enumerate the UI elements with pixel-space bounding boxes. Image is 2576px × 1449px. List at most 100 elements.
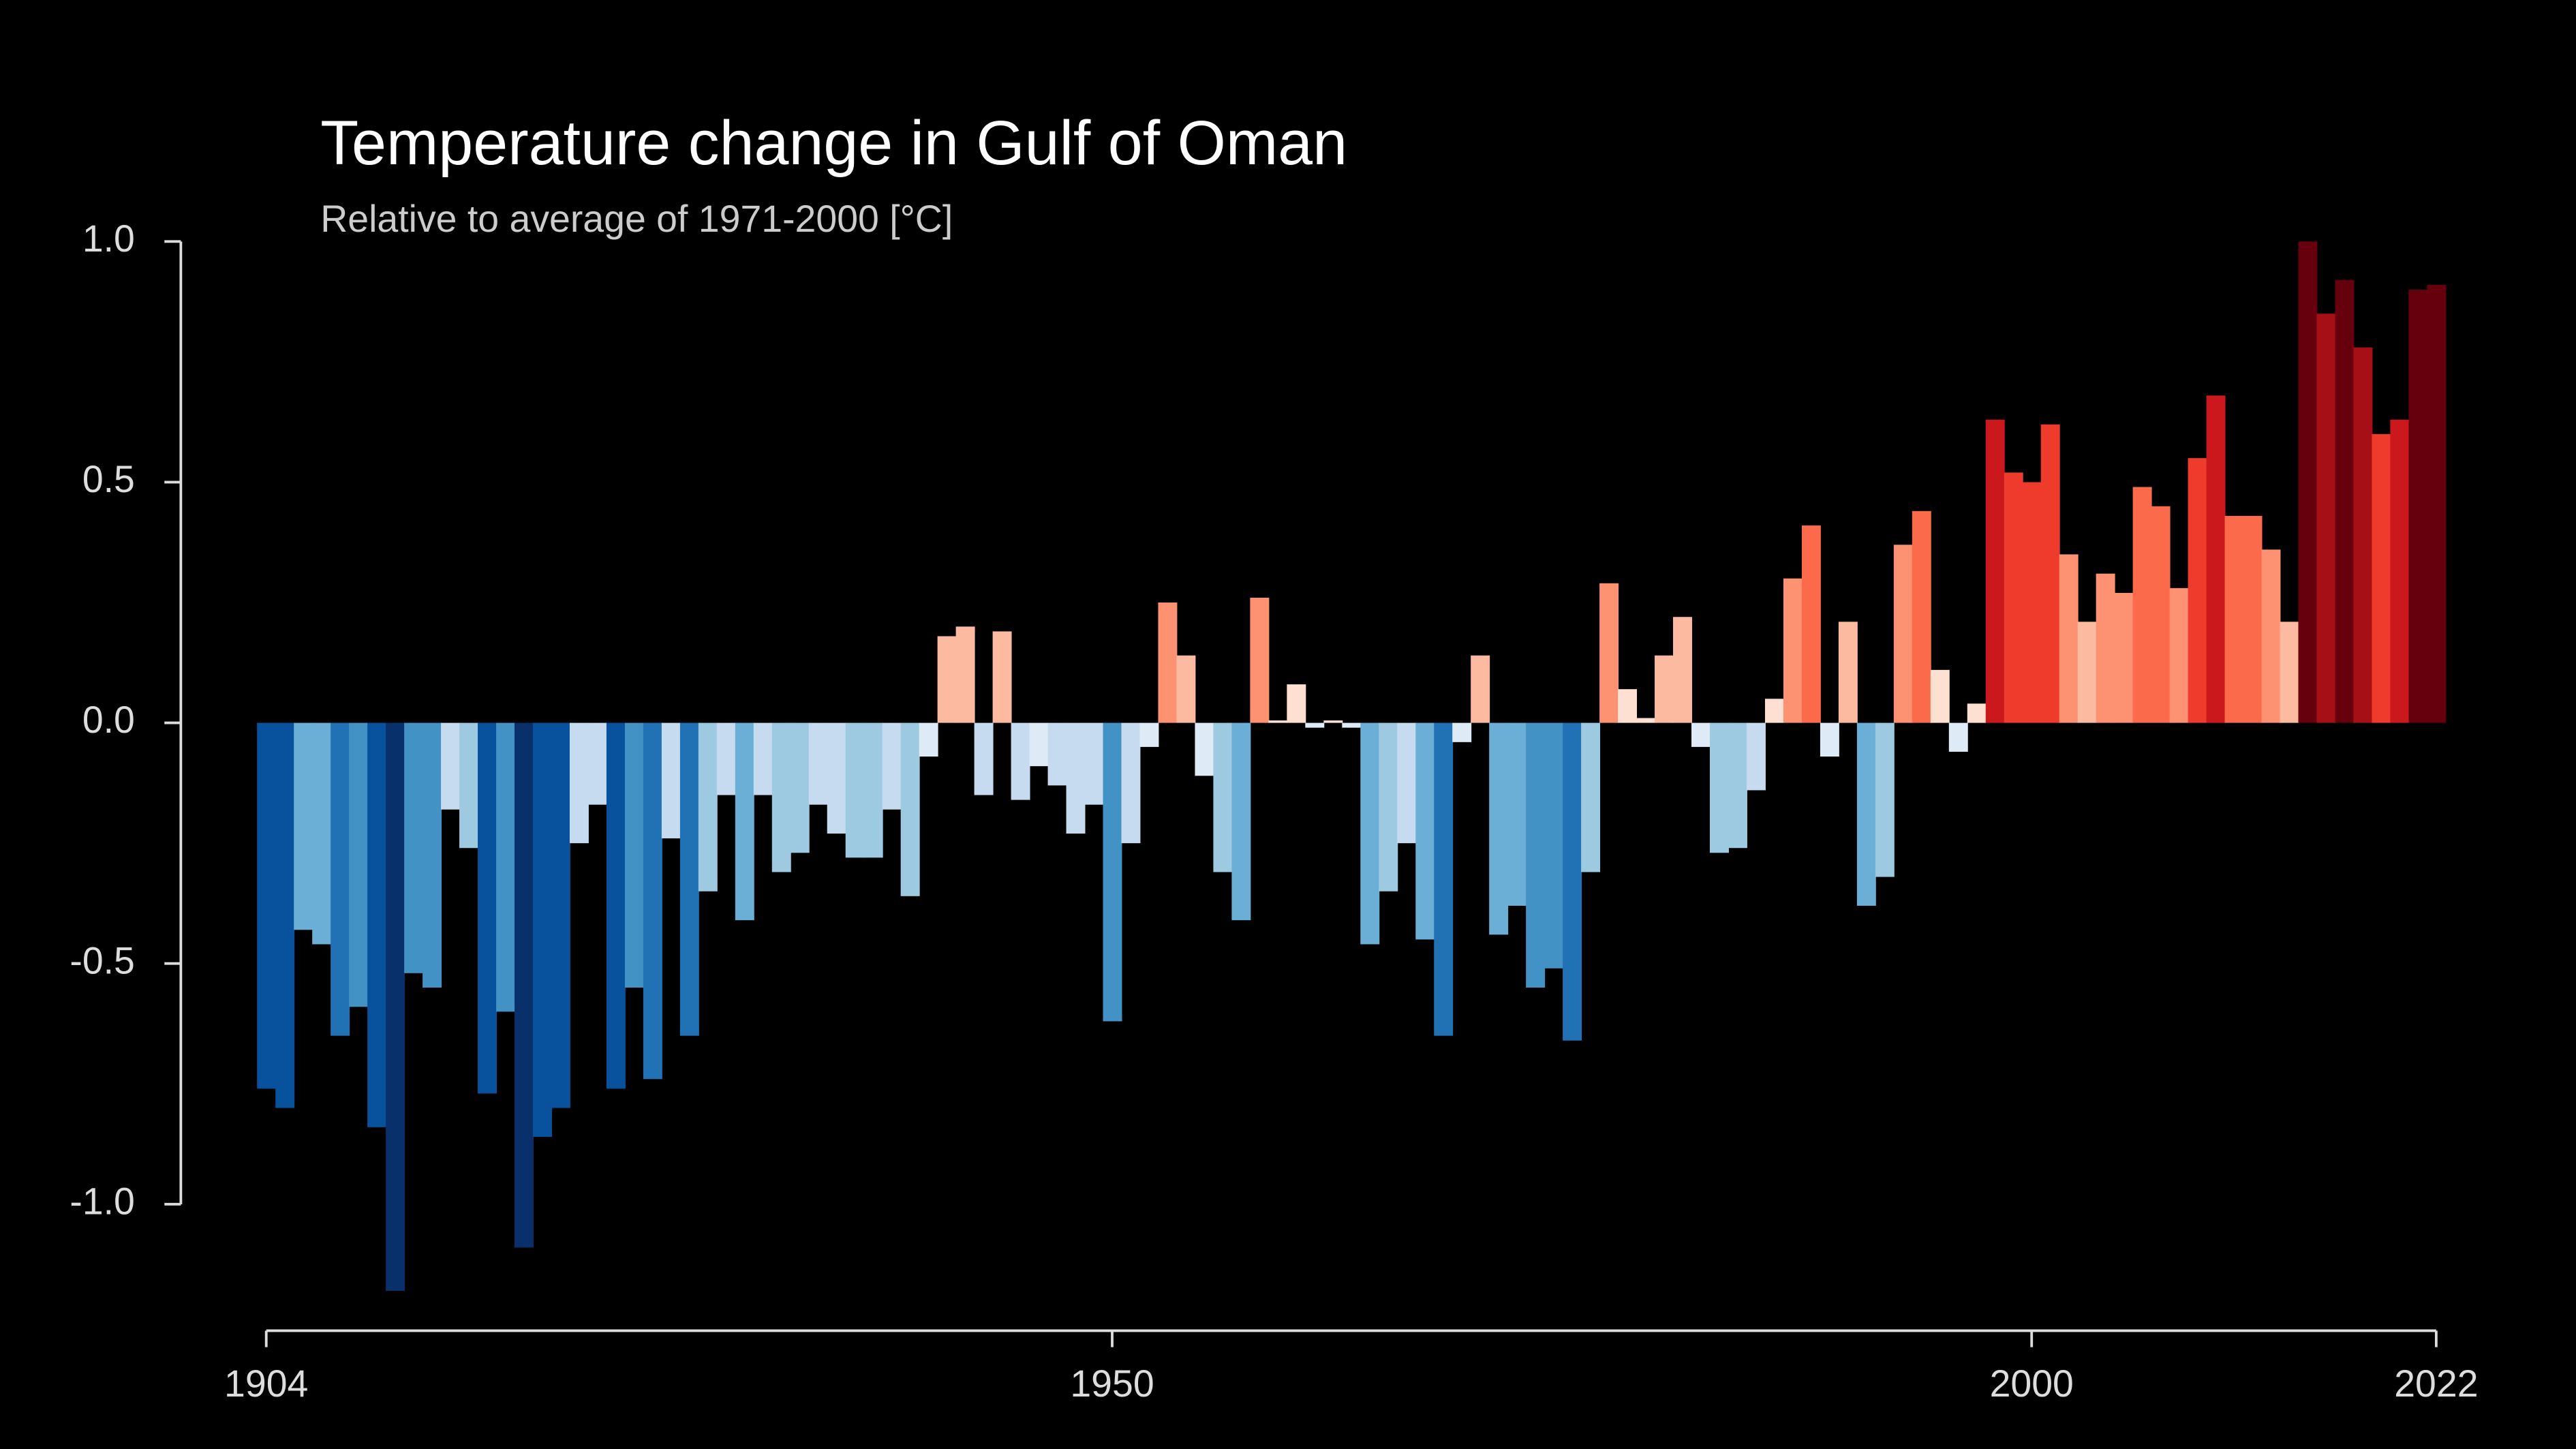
bar xyxy=(955,626,975,723)
bar xyxy=(1452,722,1472,742)
bar xyxy=(1710,722,1729,853)
bar xyxy=(790,722,810,853)
bar xyxy=(919,722,938,757)
bar xyxy=(2206,395,2226,723)
bar xyxy=(294,722,313,930)
bar xyxy=(624,722,644,988)
bar xyxy=(845,722,865,858)
bar xyxy=(1489,722,1509,935)
bar xyxy=(716,722,736,795)
bar xyxy=(1728,722,1747,849)
bar xyxy=(1581,722,1601,872)
bar xyxy=(1893,545,1913,723)
bar xyxy=(349,722,369,1007)
bar xyxy=(1655,655,1674,723)
bar xyxy=(1636,718,1656,723)
bar xyxy=(1471,655,1490,723)
bar xyxy=(1599,583,1619,723)
bar xyxy=(1084,722,1104,805)
bar xyxy=(882,722,902,810)
bar xyxy=(496,722,515,1012)
bar xyxy=(2353,347,2373,723)
bar xyxy=(643,722,662,1080)
bar xyxy=(1801,525,1821,723)
x-tick-label: 1950 xyxy=(1070,1362,1154,1405)
bar xyxy=(386,722,405,1291)
bar xyxy=(2261,549,2281,723)
bar xyxy=(2169,588,2189,723)
y-tick-label: -0.5 xyxy=(70,939,134,981)
bar xyxy=(1195,722,1214,776)
bar xyxy=(1875,722,1895,877)
bar xyxy=(2188,458,2207,723)
bar xyxy=(441,722,461,810)
bar xyxy=(1231,722,1251,921)
y-tick-label: -1.0 xyxy=(70,1180,134,1222)
bar xyxy=(2059,554,2079,723)
bar xyxy=(1691,722,1711,747)
bar xyxy=(900,722,920,896)
bar xyxy=(459,722,478,849)
bar xyxy=(1985,419,2005,723)
bar xyxy=(606,722,626,1089)
bar xyxy=(2114,592,2134,723)
bar xyxy=(515,722,534,1248)
bar xyxy=(2096,573,2115,723)
bar xyxy=(532,722,552,1137)
bar xyxy=(478,722,497,1094)
bar xyxy=(1673,617,1692,723)
bar xyxy=(1360,722,1380,945)
bar xyxy=(827,722,846,834)
bar xyxy=(1948,722,1968,752)
bar xyxy=(679,722,699,1036)
bar xyxy=(1287,684,1306,723)
bar xyxy=(992,631,1012,723)
bar xyxy=(2408,289,2428,723)
bar xyxy=(1250,597,1270,723)
bar xyxy=(2427,284,2447,723)
bar xyxy=(1856,722,1876,906)
y-tick-label: 0.5 xyxy=(82,458,135,500)
bar xyxy=(1838,622,1858,723)
bar xyxy=(1139,722,1159,747)
bar xyxy=(1563,722,1582,1041)
bar xyxy=(1158,603,1178,723)
bar xyxy=(2151,506,2171,723)
bar xyxy=(735,722,754,921)
bar xyxy=(1176,655,1196,723)
bar xyxy=(404,722,424,973)
bar xyxy=(551,722,570,1108)
bar xyxy=(423,722,442,988)
bar xyxy=(2316,314,2336,723)
bar xyxy=(1047,722,1067,786)
bar xyxy=(1507,722,1527,906)
bar xyxy=(2372,433,2391,723)
bar xyxy=(367,722,387,1127)
bar xyxy=(587,722,607,805)
bar xyxy=(1618,689,1638,723)
bar xyxy=(2280,622,2299,723)
bar xyxy=(1342,722,1362,728)
bar xyxy=(2132,487,2152,723)
chart-subtitle: Relative to average of 1971-2000 [°C] xyxy=(320,198,953,240)
x-tick-label: 2000 xyxy=(1990,1362,2074,1405)
bar xyxy=(1764,699,1784,723)
bar xyxy=(1912,510,1931,723)
bar xyxy=(1967,703,1987,723)
bar xyxy=(2040,424,2060,723)
bar xyxy=(2077,622,2097,723)
bar xyxy=(1783,578,1803,723)
bar xyxy=(1213,722,1233,872)
bar xyxy=(1268,720,1288,723)
x-tick-label: 2022 xyxy=(2394,1362,2478,1405)
bar xyxy=(974,722,994,795)
y-tick-label: 1.0 xyxy=(82,217,135,260)
bar xyxy=(1930,669,1950,723)
bar xyxy=(1323,720,1343,723)
bar xyxy=(1746,722,1766,791)
bar xyxy=(1066,722,1086,834)
bar xyxy=(1820,722,1839,757)
bar xyxy=(1544,722,1564,968)
